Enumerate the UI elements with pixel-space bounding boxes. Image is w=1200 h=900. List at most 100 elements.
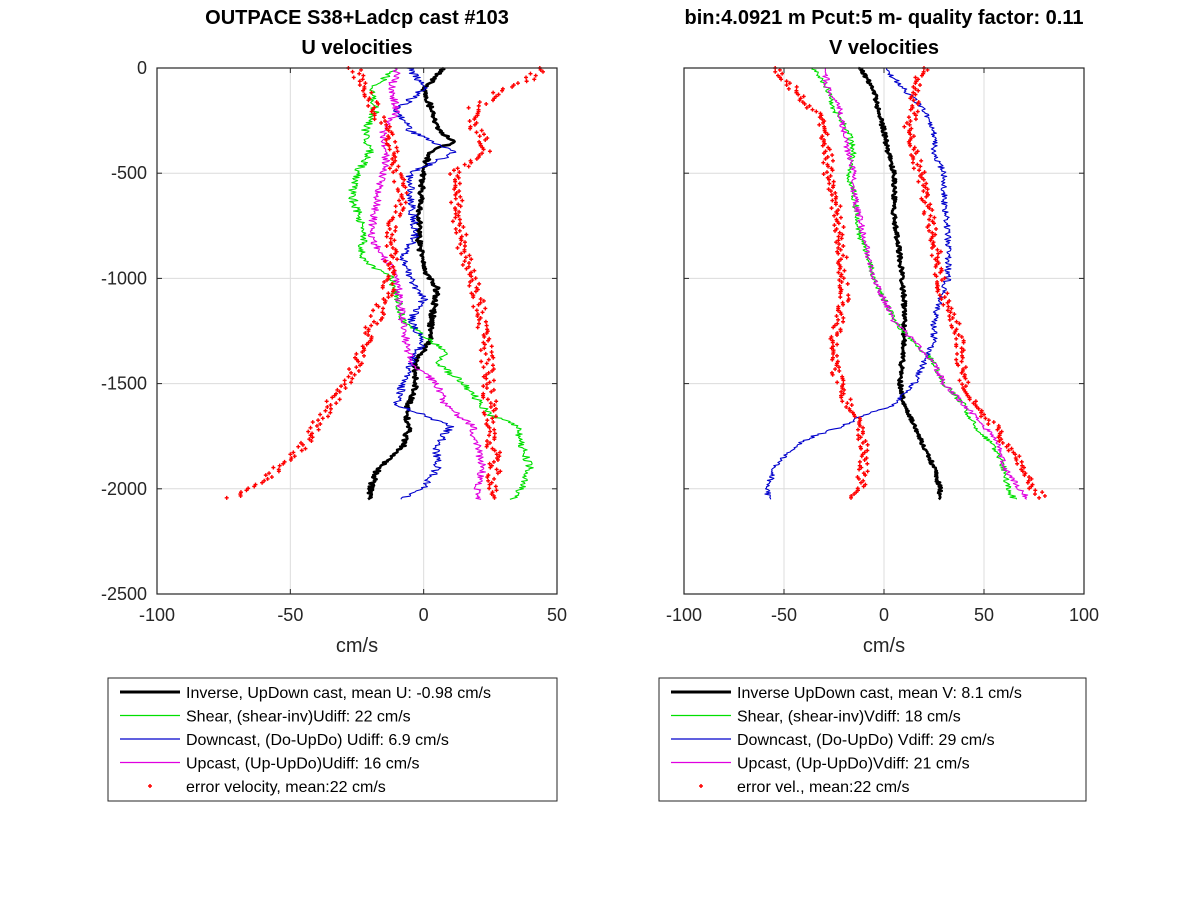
v-error-point: [913, 151, 918, 156]
v-error-point: [787, 81, 792, 86]
v-error-point: [836, 270, 841, 275]
v-error-point: [832, 223, 837, 228]
u-error-point: [396, 189, 401, 194]
u-error-point: [382, 115, 387, 120]
v-error-point: [957, 378, 962, 383]
u-error-point: [466, 264, 471, 269]
u-error-point: [265, 476, 270, 481]
v-error-point: [856, 433, 861, 438]
u-error-point: [310, 435, 315, 440]
u-error-point: [387, 147, 392, 152]
u-error-point: [468, 279, 473, 284]
u-y-tick-label: 0: [137, 58, 147, 78]
u-error-point: [467, 253, 472, 258]
v-error-point: [841, 391, 846, 396]
u-error-point: [389, 253, 394, 258]
v-error-point: [835, 321, 840, 326]
u-error-point: [464, 266, 469, 271]
u-error-point: [497, 454, 502, 459]
v-error-point: [913, 81, 918, 86]
v-error-point: [819, 136, 824, 141]
v-legend-label: Downcast, (Do-UpDo) Vdiff: 29 cm/s: [737, 732, 995, 749]
u-error-point: [453, 211, 458, 216]
u-error-point: [493, 484, 498, 489]
u-error-point: [492, 437, 497, 442]
v-error-point: [834, 240, 839, 245]
u-error-point: [467, 261, 472, 266]
u-error-point: [469, 160, 474, 165]
v-error-point: [845, 298, 850, 303]
v-error-point: [963, 376, 968, 381]
u-error-point: [363, 81, 368, 86]
u-error-point: [462, 243, 467, 248]
u-error-point: [489, 480, 494, 485]
v-error-point: [945, 291, 950, 296]
u-error-point: [488, 404, 493, 409]
v-error-point: [928, 213, 933, 218]
u-error-point: [384, 122, 389, 127]
v-error-point: [837, 230, 842, 235]
v-error-point: [947, 314, 952, 319]
u-error-point: [316, 427, 321, 432]
v-error-point: [959, 346, 964, 351]
v-error-point: [835, 308, 840, 313]
v-error-point: [913, 75, 918, 80]
u-error-point: [453, 192, 458, 197]
v-x-tick-label: 50: [974, 605, 994, 625]
u-error-point: [457, 217, 462, 222]
u-error-point: [462, 259, 467, 264]
u-error-point: [492, 448, 497, 453]
u-error-point: [528, 71, 533, 76]
u-error-point: [375, 321, 380, 326]
v-error-point: [960, 355, 965, 360]
v-error-point: [935, 247, 940, 252]
v-error-point: [928, 202, 933, 207]
u-error-point: [487, 149, 492, 154]
u-error-point: [482, 412, 487, 417]
u-error-point: [387, 266, 392, 271]
u-legend-marker: [148, 784, 152, 788]
u-series-group: [224, 66, 546, 501]
u-error-point: [389, 162, 394, 167]
u-error-point: [393, 209, 398, 214]
u-error-point: [325, 404, 330, 409]
v-error-point: [830, 158, 835, 163]
u-error-point: [491, 387, 496, 392]
u-error-point: [386, 295, 391, 300]
v-error-point: [861, 478, 866, 483]
u-error-point: [387, 226, 392, 231]
v-chart-subtitle: V velocities: [829, 37, 939, 59]
u-error-point: [347, 367, 352, 372]
u-error-point: [467, 283, 472, 288]
v-error-point: [1000, 440, 1005, 445]
u-error-point: [224, 495, 229, 500]
u-error-point: [324, 399, 329, 404]
v-error-point: [927, 217, 932, 222]
u-error-point: [453, 179, 458, 184]
u-error-point: [390, 281, 395, 286]
v-error-point: [1015, 461, 1020, 466]
v-error-point: [836, 251, 841, 256]
u-error-point: [383, 119, 388, 124]
u-error-point: [277, 463, 282, 468]
u-error-point: [371, 319, 376, 324]
u-error-point: [495, 457, 500, 462]
v-error-point: [995, 427, 1000, 432]
u-error-point: [492, 476, 497, 481]
u-error-point: [462, 249, 467, 254]
v-error-point: [908, 132, 913, 137]
v-error-point: [862, 457, 867, 462]
v-error-point: [823, 156, 828, 161]
v-error-point: [838, 291, 843, 296]
v-error-point: [939, 297, 944, 302]
v-error-point: [838, 257, 843, 262]
u-error-point: [484, 101, 489, 106]
v-error-point: [959, 334, 964, 339]
v-error-point: [1027, 475, 1032, 480]
v-series-downcast-2: [764, 67, 952, 500]
u-series-error-velocity-negative-side--5: [224, 66, 409, 500]
u-error-point: [326, 414, 331, 419]
v-error-point: [824, 170, 829, 175]
u-error-point: [356, 368, 361, 373]
v-error-point: [839, 236, 844, 241]
